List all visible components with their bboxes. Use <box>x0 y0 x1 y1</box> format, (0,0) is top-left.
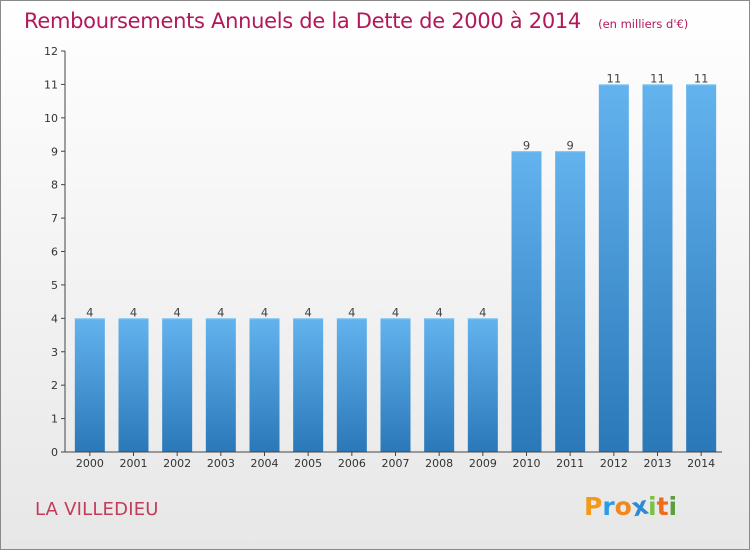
bar-2005 <box>293 318 324 452</box>
value-label-2014: 11 <box>694 71 709 85</box>
bar-2008 <box>424 318 455 452</box>
value-label-2003: 4 <box>217 305 224 319</box>
logo-letter-7: i <box>668 492 678 521</box>
x-tick-label-2001: 2001 <box>120 457 148 470</box>
logo-letter-3: o <box>614 492 632 521</box>
value-label-2007: 4 <box>392 305 399 319</box>
y-tick-label-3: 3 <box>51 346 58 359</box>
value-label-2002: 4 <box>174 305 181 319</box>
logo-letter-2: r <box>602 492 615 521</box>
town-name: LA VILLEDIEU <box>35 499 159 520</box>
bar-2001 <box>118 318 149 452</box>
value-label-2000: 4 <box>86 305 93 319</box>
value-label-2004: 4 <box>261 305 268 319</box>
value-label-2010: 9 <box>523 138 530 152</box>
x-tick-label-2004: 2004 <box>251 457 279 470</box>
y-tick-label-12: 12 <box>44 45 58 58</box>
bar-2012 <box>598 84 629 453</box>
value-label-2009: 4 <box>479 305 486 319</box>
x-tick-label-2005: 2005 <box>294 457 322 470</box>
y-tick-label-10: 10 <box>44 112 58 125</box>
logo-letter-5: i <box>648 492 657 521</box>
y-tick-label-5: 5 <box>51 279 58 292</box>
y-tick-label-11: 11 <box>44 78 58 91</box>
y-tick-label-8: 8 <box>51 179 58 192</box>
bar-2000 <box>74 318 105 452</box>
value-label-2011: 9 <box>567 138 574 152</box>
tick-group: 2000 2001 2002 2003 2004 2005 2006 2007 2008 2009… <box>44 45 715 470</box>
bar-2013 <box>642 84 673 453</box>
x-tick-label-2010: 2010 <box>513 457 541 470</box>
x-tick-label-2002: 2002 <box>163 457 191 470</box>
y-tick-label-6: 6 <box>51 246 58 259</box>
x-tick-label-2013: 2013 <box>644 457 672 470</box>
value-label-2006: 4 <box>348 305 355 319</box>
x-tick-label-2009: 2009 <box>469 457 497 470</box>
proxiti-logo: Proxiti <box>584 490 692 524</box>
x-tick-label-2000: 2000 <box>76 457 104 470</box>
value-label-2013: 11 <box>650 71 665 85</box>
value-label-2012: 11 <box>607 71 622 85</box>
bar-group <box>74 84 717 453</box>
x-tick-label-2011: 2011 <box>556 457 584 470</box>
y-tick-label-7: 7 <box>51 212 58 225</box>
value-label-2008: 4 <box>436 305 443 319</box>
x-tick-label-2012: 2012 <box>600 457 628 470</box>
y-tick-label-0: 0 <box>51 446 58 459</box>
bar-2007 <box>380 318 411 452</box>
bar-2011 <box>555 151 586 452</box>
y-tick-label-4: 4 <box>51 312 58 325</box>
value-label-group: 4 4 4 4 4 4 4 4 4 4 9 9 11 11 11 <box>86 71 708 319</box>
bar-2009 <box>467 318 498 452</box>
chart-title-row: Remboursements Annuels de la Dette de 20… <box>24 9 688 33</box>
bar-2004 <box>249 318 280 452</box>
x-tick-label-2007: 2007 <box>382 457 410 470</box>
bar-2002 <box>162 318 193 452</box>
value-label-2001: 4 <box>130 305 137 319</box>
chart-unit-note: (en milliers d'€) <box>598 17 689 31</box>
x-tick-label-2008: 2008 <box>425 457 453 470</box>
logo-letter-1: P <box>584 492 603 521</box>
bar-2003 <box>205 318 236 452</box>
chart-title: Remboursements Annuels de la Dette de 20… <box>24 9 581 33</box>
logo-letter-6: t <box>656 492 669 521</box>
y-tick-label-2: 2 <box>51 379 58 392</box>
x-tick-label-2006: 2006 <box>338 457 366 470</box>
x-tick-label-2014: 2014 <box>687 457 715 470</box>
bar-2014 <box>686 84 717 453</box>
bar-2006 <box>336 318 367 452</box>
bar-2010 <box>511 151 542 452</box>
value-label-2005: 4 <box>305 305 312 319</box>
y-tick-label-9: 9 <box>51 145 58 158</box>
x-tick-label-2003: 2003 <box>207 457 235 470</box>
y-tick-label-1: 1 <box>51 413 58 426</box>
